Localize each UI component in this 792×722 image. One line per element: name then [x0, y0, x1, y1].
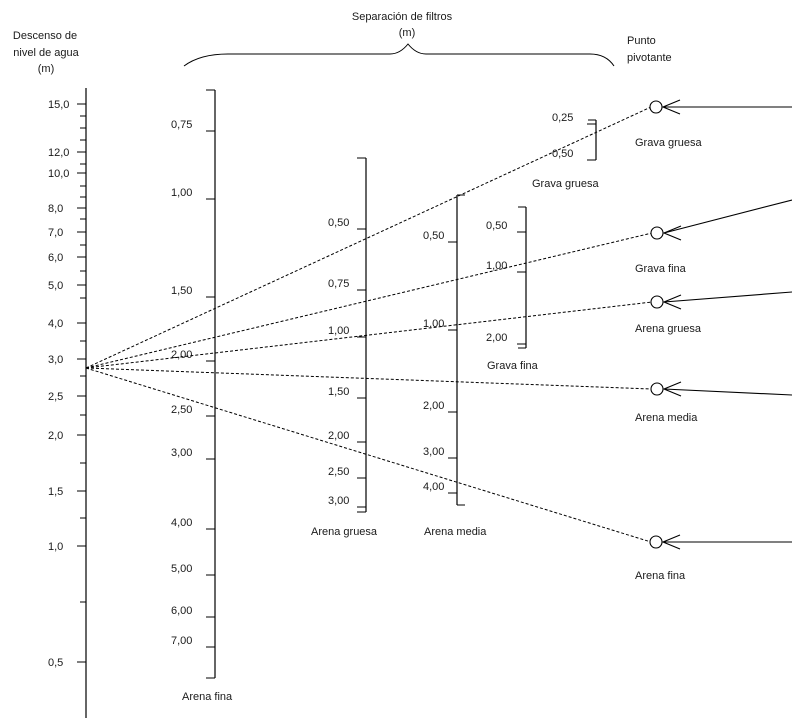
tick-label: 5,0 [48, 280, 63, 292]
scale-grava-fina: Grava fina [487, 206, 539, 372]
scale-label: Arena gruesa [311, 526, 378, 538]
pivot-circle [650, 382, 664, 396]
pivot-circle [649, 100, 663, 114]
tick-label: 2,50 [328, 466, 349, 478]
scale-arena-media: Arena media [424, 194, 487, 538]
tick-label: 4,00 [171, 517, 192, 529]
tick-label: 1,50 [328, 386, 349, 398]
tick-label: 2,00 [486, 332, 507, 344]
tick-label: 3,00 [171, 447, 192, 459]
tick-label: 0,50 [328, 217, 349, 229]
pivot-circle [650, 226, 664, 240]
drawdown-heading-line1: Descenso de [13, 30, 77, 42]
tick-label: 2,00 [171, 349, 192, 361]
arrowhead [662, 225, 682, 241]
scale-label: Grava fina [487, 360, 539, 372]
arrow-line [663, 291, 792, 303]
tick-label: 0,75 [171, 119, 192, 131]
arrowhead [661, 99, 681, 115]
pivot-grava-fina: Grava fina [635, 199, 792, 275]
scale-label: Arena media [424, 526, 487, 538]
tick-label: 1,00 [171, 187, 192, 199]
drawdown-heading-line2: nivel de agua [13, 47, 79, 59]
pivot-circle [650, 295, 664, 309]
pivot-grava-gruesa: Grava gruesa [635, 99, 792, 149]
pivot-label: Grava gruesa [635, 137, 703, 149]
tick-label: 7,0 [48, 227, 63, 239]
dashed-line [85, 232, 653, 369]
tick-label: 1,50 [171, 285, 192, 297]
tick-label: 4,00 [423, 481, 444, 493]
arrow-line [663, 388, 792, 396]
tick-label: 0,50 [552, 148, 573, 160]
pivot-label: Arena fina [635, 570, 686, 582]
construction-lines [85, 106, 653, 543]
tick-label: 6,0 [48, 252, 63, 264]
tick-label: 15,0 [48, 99, 69, 111]
tick-label: 0,75 [328, 278, 349, 290]
tick-label: 7,00 [171, 635, 192, 647]
tick-label: 4,0 [48, 318, 63, 330]
tick-label: 2,00 [423, 400, 444, 412]
pivot-arena-gruesa: Arena gruesa [635, 291, 792, 335]
dashed-line [85, 106, 652, 369]
tick-label: 0,50 [423, 230, 444, 242]
dashed-line [85, 367, 652, 543]
scale-label: Arena fina [182, 691, 233, 703]
tick-label: 10,0 [48, 168, 69, 180]
tick-label: 12,0 [48, 147, 69, 159]
filter-separation-brace [183, 43, 615, 67]
drawdown-heading-unit: (m) [38, 63, 55, 75]
arrowhead [662, 381, 682, 397]
tick-label: 2,50 [171, 404, 192, 416]
tick-label: 3,00 [328, 495, 349, 507]
pivot-label: Grava fina [635, 263, 687, 275]
pivot-circle [649, 535, 663, 549]
tick-label: 0,5 [48, 657, 63, 669]
arrow-line [663, 199, 792, 234]
scale-ticks: 15,0 12,0 10,0 8,0 7,0 6,0 5,0 4,0 3,0 2,5 2,0 1,5 1… [48, 99, 596, 669]
pivot-arena-media: Arena media [635, 381, 792, 424]
tick-label: 1,0 [48, 541, 63, 553]
filter-separation-unit: (m) [399, 27, 416, 39]
tick-label: 3,0 [48, 354, 63, 366]
tick-label: 2,5 [48, 391, 63, 403]
tick-label: 1,00 [328, 325, 349, 337]
pivot-label: Arena gruesa [635, 323, 702, 335]
tick-label: 8,0 [48, 203, 63, 215]
arrowhead [661, 534, 681, 550]
dashed-line [85, 301, 653, 369]
pivot-points: Grava gruesa Grava fina Arena gruesa Arena … [635, 99, 792, 582]
scale-arena-gruesa: Arena gruesa [311, 157, 378, 538]
scale-arena-fina: Arena fina [182, 89, 233, 703]
arrowhead [662, 294, 682, 310]
dashed-line [85, 367, 653, 390]
filter-separation-heading: Separación de filtros [352, 11, 453, 23]
tick-label: 2,00 [328, 430, 349, 442]
tick-label: 5,00 [171, 563, 192, 575]
scale-label: Grava gruesa [532, 178, 600, 190]
pivot-label: Arena media [635, 412, 698, 424]
tick-label: 3,00 [423, 446, 444, 458]
pivot-arena-fina: Arena fina [635, 534, 792, 582]
tick-label: 2,0 [48, 430, 63, 442]
pivot-heading-line2: pivotante [627, 52, 672, 64]
tick-label: 0,50 [486, 220, 507, 232]
tick-label: 6,00 [171, 605, 192, 617]
tick-label: 1,5 [48, 486, 63, 498]
pivot-heading-line1: Punto [627, 35, 656, 47]
tick-label: 0,25 [552, 112, 573, 124]
